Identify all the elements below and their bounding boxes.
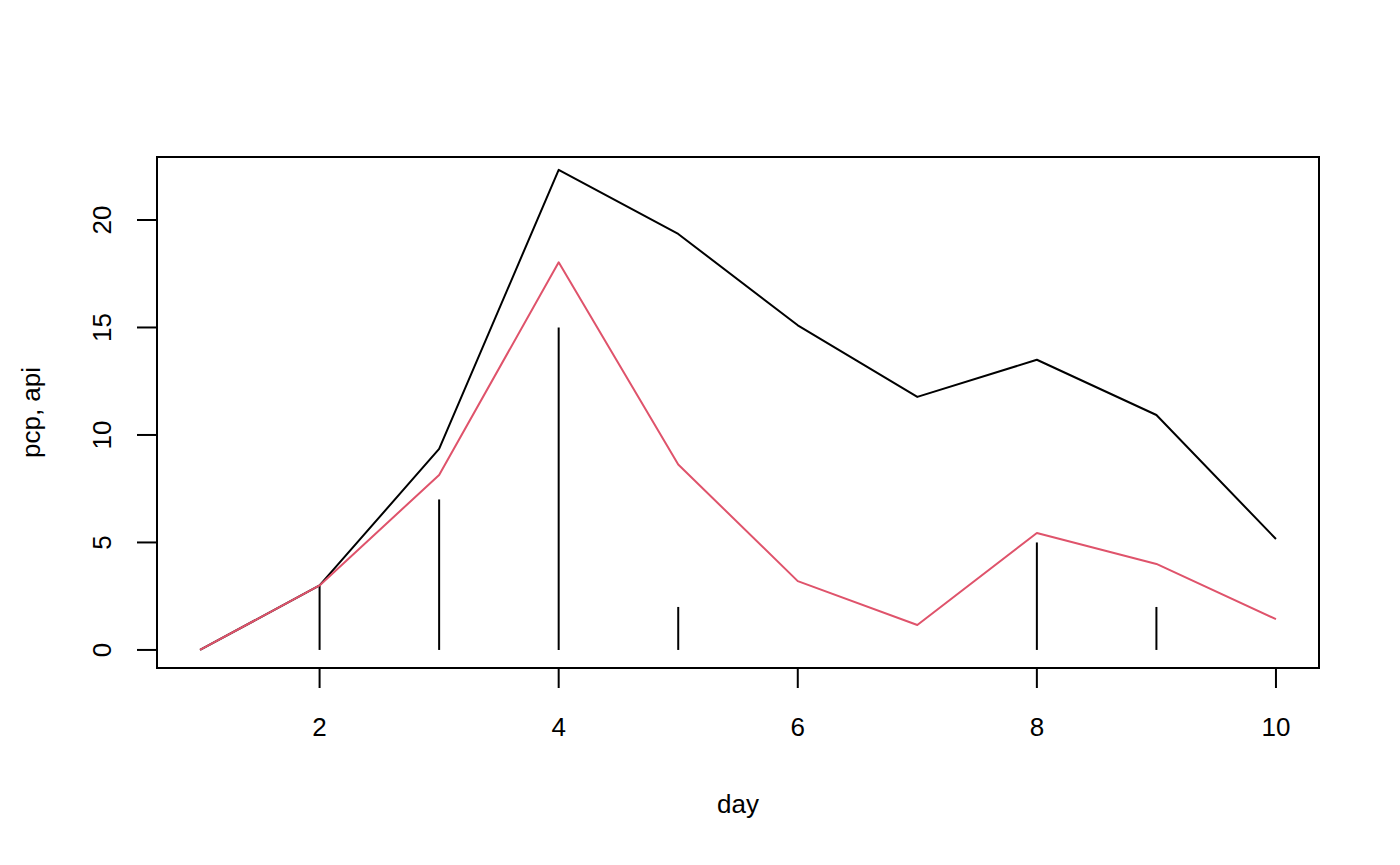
spike — [677, 607, 679, 650]
y-tick — [137, 541, 157, 543]
y-tick-label: 10 — [87, 421, 117, 450]
spike — [558, 327, 560, 649]
chart-container: 2 4 6 8 10 0 5 10 15 20 day pcp, api — [0, 0, 1400, 865]
x-tick-label: 10 — [1262, 712, 1291, 742]
y-tick-label: 0 — [87, 643, 117, 657]
y-tick — [137, 649, 157, 651]
y-tick-label: 20 — [87, 206, 117, 235]
y-tick-label: 15 — [87, 313, 117, 342]
series-line — [200, 170, 1276, 650]
series-line — [200, 262, 1276, 650]
plot-frame — [157, 157, 1319, 668]
spike — [438, 499, 440, 649]
data-layer — [200, 170, 1276, 650]
spike — [1036, 542, 1038, 649]
y-tick — [137, 326, 157, 328]
y-tick-label: 5 — [87, 535, 117, 549]
x-tick-label: 8 — [1030, 712, 1044, 742]
y-axis-title: pcp, api — [16, 367, 46, 458]
x-tick-label: 2 — [312, 712, 326, 742]
x-tick-label: 6 — [791, 712, 805, 742]
y-tick — [137, 219, 157, 221]
x-tick — [1275, 668, 1277, 688]
y-tick — [137, 434, 157, 436]
spike — [1155, 607, 1157, 650]
x-axis-title: day — [717, 789, 759, 819]
x-tick — [319, 668, 321, 688]
chart-svg: 2 4 6 8 10 0 5 10 15 20 day pcp, api — [0, 0, 1400, 865]
x-tick — [1036, 668, 1038, 688]
x-tick-label: 4 — [551, 712, 565, 742]
spike — [319, 585, 321, 649]
x-tick — [558, 668, 560, 688]
x-tick — [797, 668, 799, 688]
